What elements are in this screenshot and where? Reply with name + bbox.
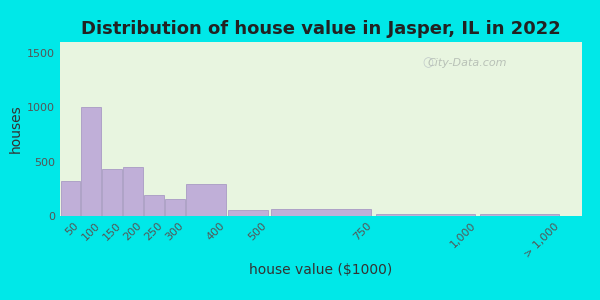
Text: City-Data.com: City-Data.com [427, 58, 507, 68]
Bar [271, 209, 371, 216]
Bar [61, 181, 80, 216]
Bar [187, 184, 226, 216]
Bar [228, 210, 268, 216]
Bar [123, 167, 143, 216]
Bar [144, 195, 164, 216]
Bar [376, 214, 475, 216]
Y-axis label: houses: houses [9, 105, 23, 153]
X-axis label: house value ($1000): house value ($1000) [250, 263, 392, 278]
Bar [479, 214, 559, 216]
Bar [102, 169, 122, 216]
Bar [82, 107, 101, 216]
Title: Distribution of house value in Jasper, IL in 2022: Distribution of house value in Jasper, I… [81, 20, 561, 38]
Text: ○: ○ [422, 56, 433, 69]
Bar [165, 199, 185, 216]
